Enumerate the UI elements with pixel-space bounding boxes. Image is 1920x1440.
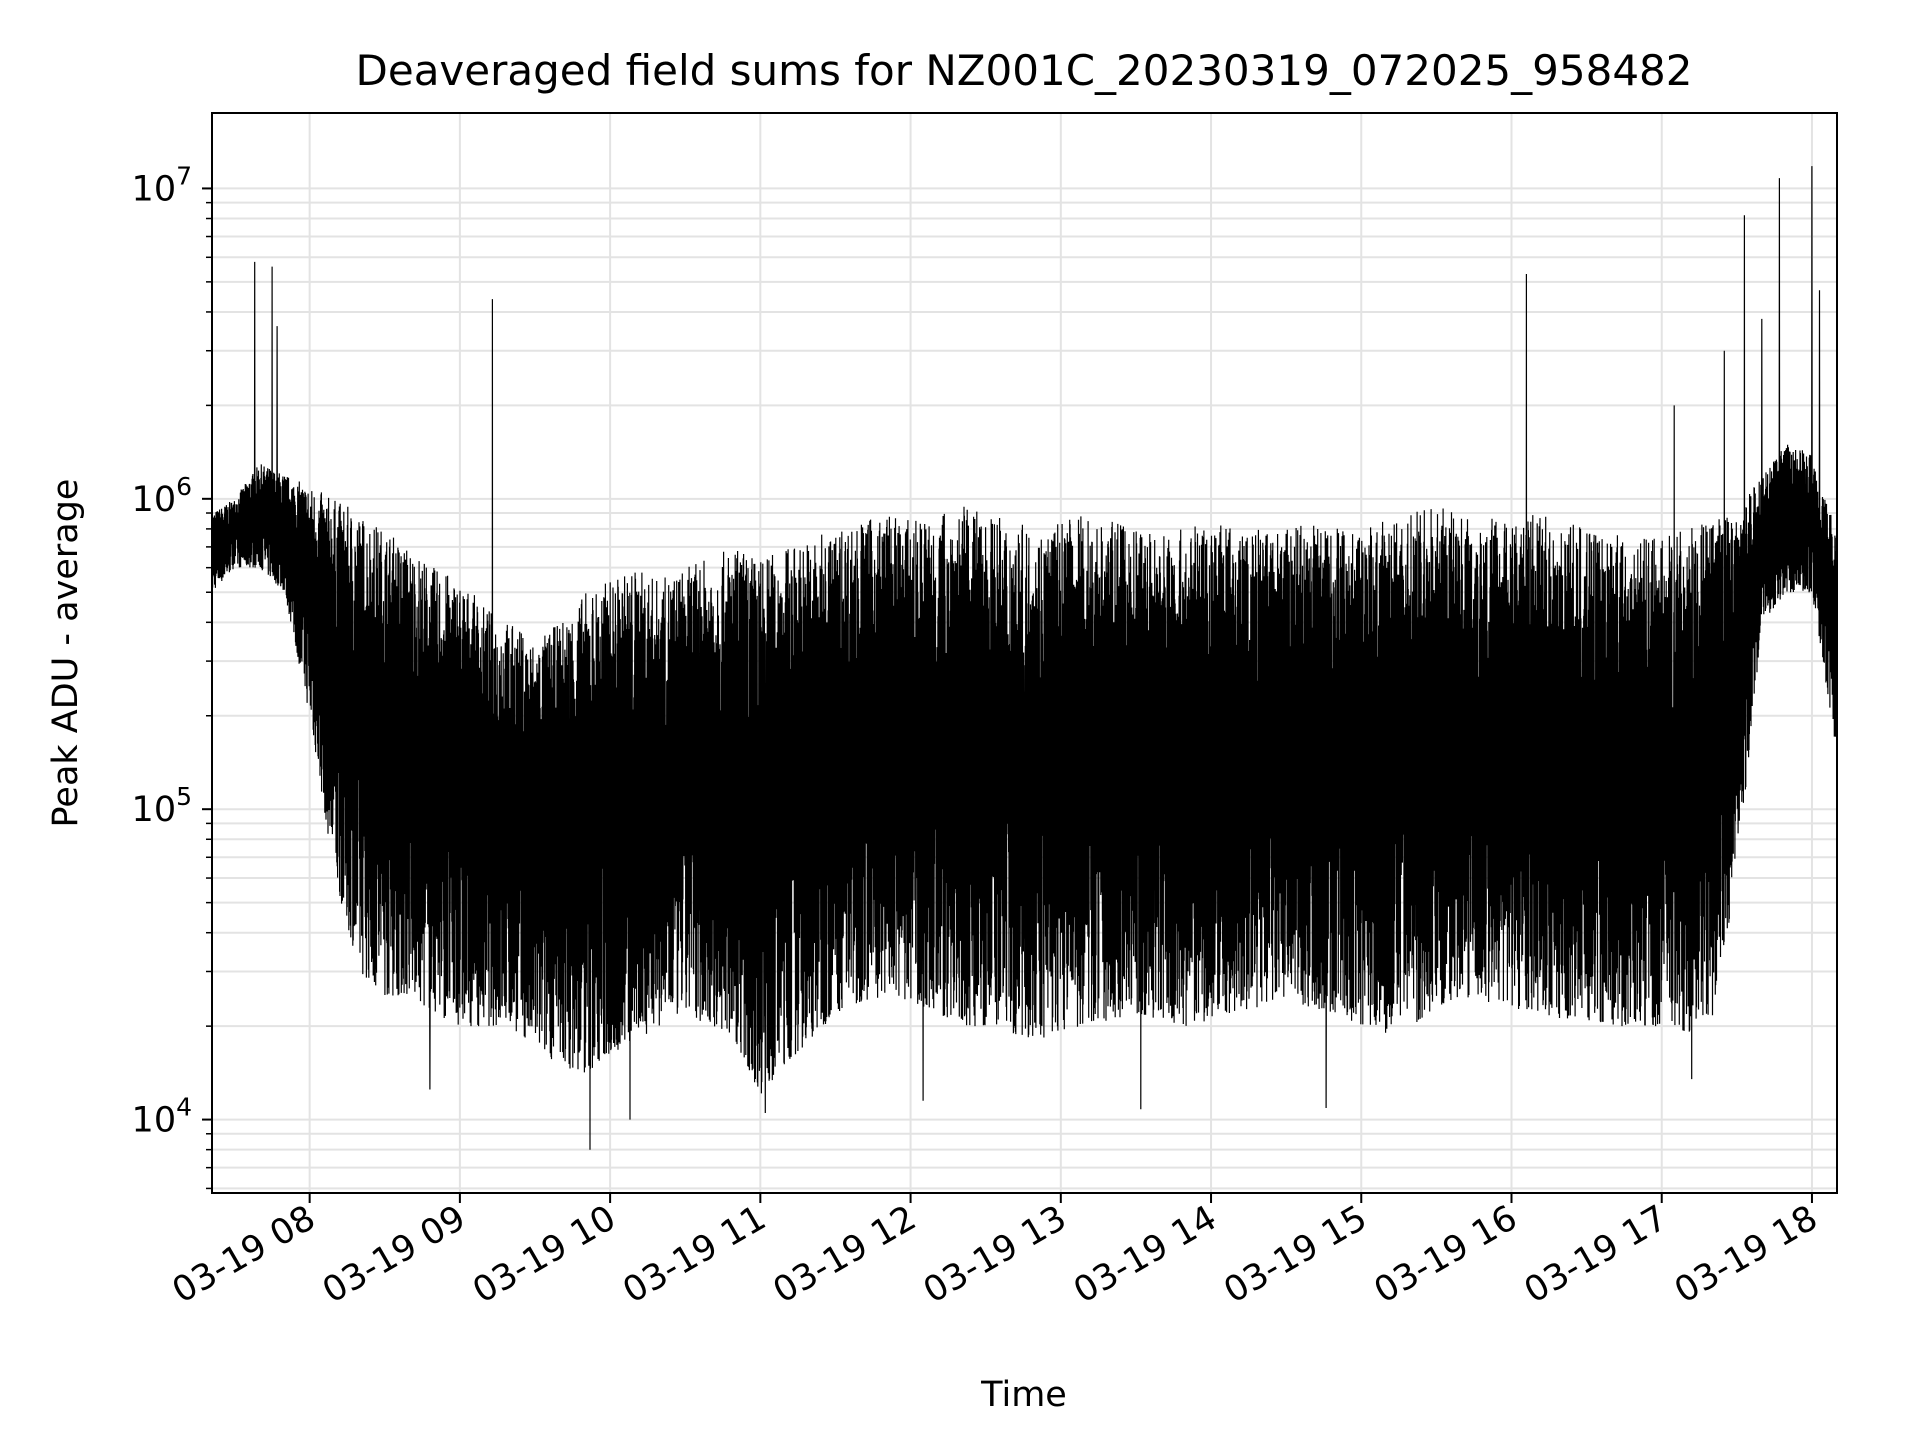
series-layer bbox=[211, 166, 1838, 1150]
chart-title: Deaveraged field sums for NZ001C_2023031… bbox=[356, 46, 1693, 95]
y-axis-label: Peak ADU - average bbox=[46, 479, 86, 828]
y-tick-label: 106 bbox=[132, 472, 192, 520]
y-tick-label: 105 bbox=[132, 782, 192, 830]
plot-frame bbox=[211, 112, 1838, 1194]
x-axis-label: Time bbox=[980, 1375, 1067, 1415]
y-tick-label: 107 bbox=[132, 161, 192, 209]
series-line bbox=[211, 166, 1838, 1150]
y-tick-label: 104 bbox=[132, 1093, 192, 1141]
